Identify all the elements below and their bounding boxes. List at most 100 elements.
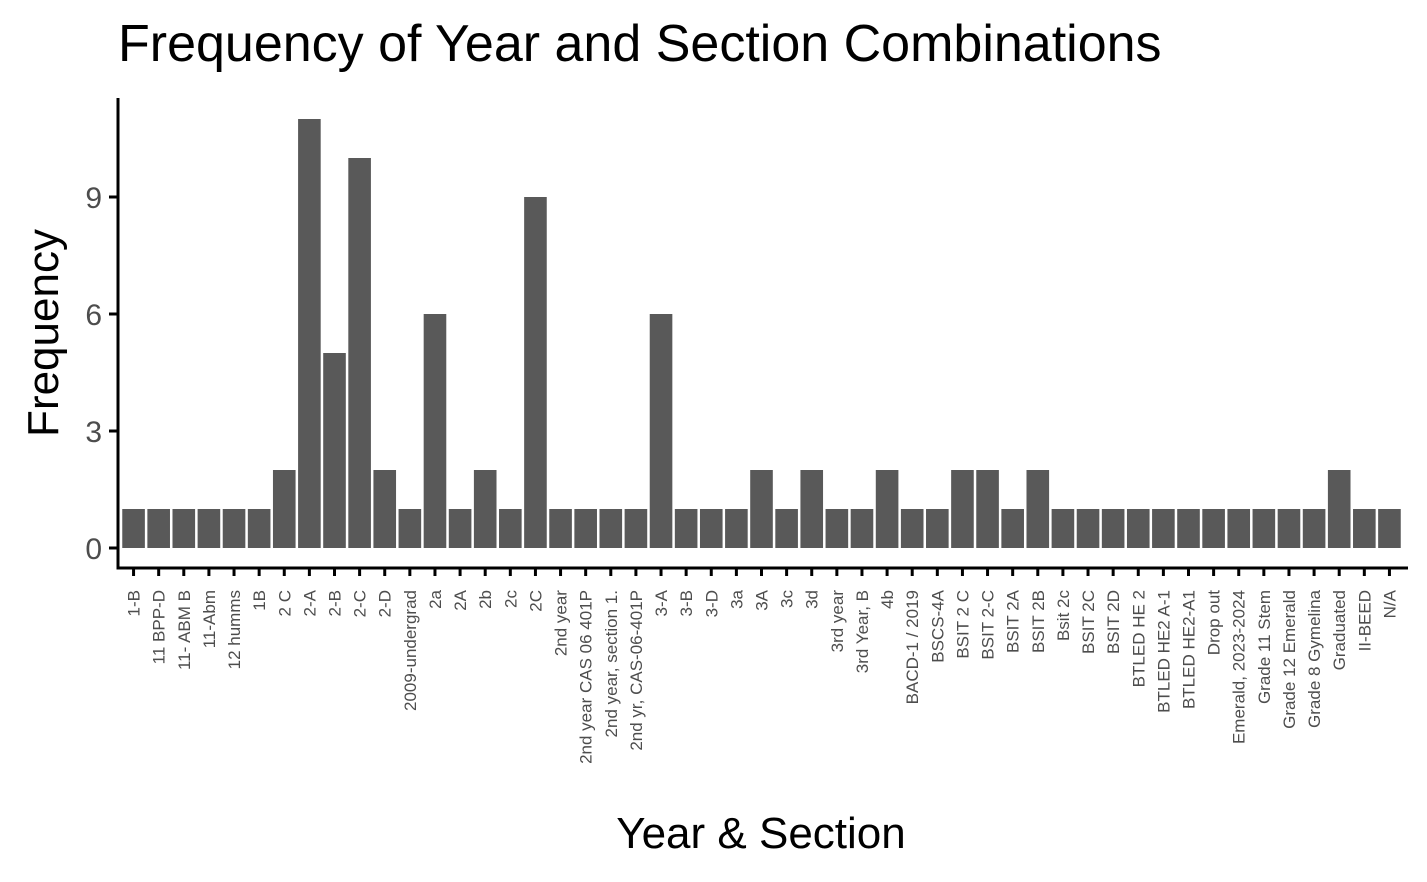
- x-tick-label: 2 C: [275, 590, 294, 616]
- x-tick-label: BTLED HE 2: [1129, 590, 1148, 687]
- bar: [976, 470, 999, 548]
- x-tick-label: 2nd year CAS 06 401P: [577, 590, 596, 764]
- x-tick-label: Grade 8 Gymelina: [1305, 589, 1324, 727]
- chart-title: Frequency of Year and Section Combinatio…: [118, 15, 1162, 73]
- bar: [900, 509, 924, 548]
- x-tick-label: Bsit 2c: [1054, 590, 1073, 642]
- x-axis-label: Year & Section: [616, 809, 905, 858]
- x-tick-label: N/A: [1380, 589, 1399, 618]
- x-tick-label: BSIT 2-C: [979, 590, 998, 660]
- bar: [624, 509, 648, 548]
- x-tick-label: BSIT 2B: [1029, 590, 1048, 653]
- bar: [1277, 509, 1301, 548]
- x-tick-label: Emerald, 2023-2024: [1230, 590, 1249, 744]
- x-tick-label: 3c: [778, 590, 797, 608]
- x-tick-label: 2a: [426, 589, 445, 608]
- y-tick-label: 3: [85, 416, 102, 449]
- y-tick-label: 9: [85, 182, 102, 215]
- x-tick-label: 1-B: [125, 590, 144, 616]
- x-tick-label: 3-A: [652, 589, 671, 616]
- bar: [1152, 509, 1175, 548]
- bar: [951, 470, 974, 548]
- bar: [398, 509, 422, 548]
- bar: [147, 509, 170, 548]
- bar: [825, 509, 849, 548]
- x-tick-label: 2nd year, section 1.: [602, 590, 621, 737]
- x-tick-label: 2-B: [326, 590, 345, 616]
- x-tick-label: Graduated: [1330, 590, 1349, 670]
- bar: [1101, 509, 1125, 548]
- bar: [524, 197, 547, 548]
- x-tick-label: BTLED HE2-A1: [1180, 590, 1199, 709]
- bar: [373, 470, 397, 548]
- x-tick-label: 3-D: [702, 590, 721, 617]
- bar: [1177, 509, 1200, 548]
- bars-group: [122, 119, 1401, 548]
- bar: [1378, 509, 1401, 548]
- x-tick-label: 3rd Year, B: [853, 590, 872, 673]
- x-tick-label: 2-A: [300, 589, 319, 616]
- bar: [1076, 509, 1100, 548]
- bar: [699, 509, 723, 548]
- bar: [323, 353, 346, 548]
- bar: [272, 470, 296, 548]
- x-tick-label: BTLED HE2 A-1: [1154, 590, 1173, 713]
- bar: [926, 509, 949, 548]
- bar: [1026, 470, 1050, 548]
- x-tick-label: 2c: [501, 590, 520, 608]
- bar: [649, 314, 673, 548]
- x-tick-label: II-BEED: [1355, 590, 1374, 651]
- x-tick-label: BSIT 2C: [1079, 590, 1098, 654]
- x-tick-label: 11-Abm: [200, 590, 219, 648]
- x-tick-label: 2C: [526, 590, 545, 612]
- bar: [1202, 509, 1225, 548]
- x-tick-label: 1B: [250, 590, 269, 611]
- x-tick-label: 3d: [803, 590, 822, 609]
- bar: [775, 509, 798, 548]
- bar: [122, 509, 145, 548]
- x-tick-label: BSIT 2 C: [953, 590, 972, 659]
- x-tick-label: BSCS-4A: [928, 589, 947, 662]
- x-tick-label: 2009-undergrad: [401, 590, 420, 711]
- x-tick-label: 2-C: [351, 590, 370, 617]
- x-tick-label: 3rd year: [828, 590, 847, 653]
- bar: [850, 509, 874, 548]
- bar: [1001, 509, 1024, 548]
- x-axis-ticks: 1-B 11 BPP-D 11- ABM B 11-Abm 12 humms 1B 2 C 2…: [125, 568, 1399, 764]
- bar: [549, 509, 572, 548]
- y-tick-label: 0: [85, 533, 102, 566]
- bar: [197, 509, 221, 548]
- x-tick-label: Drop out: [1205, 590, 1224, 655]
- bar: [1252, 509, 1276, 548]
- x-tick-label: 11- ABM B: [175, 590, 194, 670]
- x-tick-label: Grade 12 Emerald: [1280, 590, 1299, 729]
- bar: [800, 470, 824, 548]
- bar: [222, 509, 246, 548]
- y-axis-ticks: 0 3 6 9: [85, 182, 118, 566]
- x-tick-label: BACD-1 / 2019: [903, 590, 922, 704]
- x-tick-label: 12 humms: [225, 590, 244, 669]
- bar: [1051, 509, 1075, 548]
- bar: [1227, 509, 1251, 548]
- bar: [725, 509, 748, 548]
- x-tick-label: Grade 11 Stem: [1255, 590, 1274, 704]
- bar: [172, 509, 196, 548]
- x-tick-label: 3a: [727, 589, 746, 608]
- bar: [1353, 509, 1376, 548]
- bar: [423, 314, 447, 548]
- x-tick-label: 4b: [878, 590, 897, 609]
- bar: [247, 509, 271, 548]
- y-axis-label: Frequency: [19, 229, 68, 437]
- x-tick-label: 2nd yr, CAS-06-401P: [627, 590, 646, 751]
- bar: [750, 470, 773, 548]
- bar: [298, 119, 321, 548]
- x-tick-label: 3A: [753, 589, 772, 610]
- x-tick-label: 2b: [476, 590, 495, 609]
- x-tick-label: 2nd year: [552, 590, 571, 656]
- bar: [448, 509, 472, 548]
- x-tick-label: BSIT 2D: [1104, 590, 1123, 654]
- bar: [599, 509, 623, 548]
- x-tick-label: 2-D: [376, 590, 395, 617]
- x-tick-label: BSIT 2A: [1004, 589, 1023, 653]
